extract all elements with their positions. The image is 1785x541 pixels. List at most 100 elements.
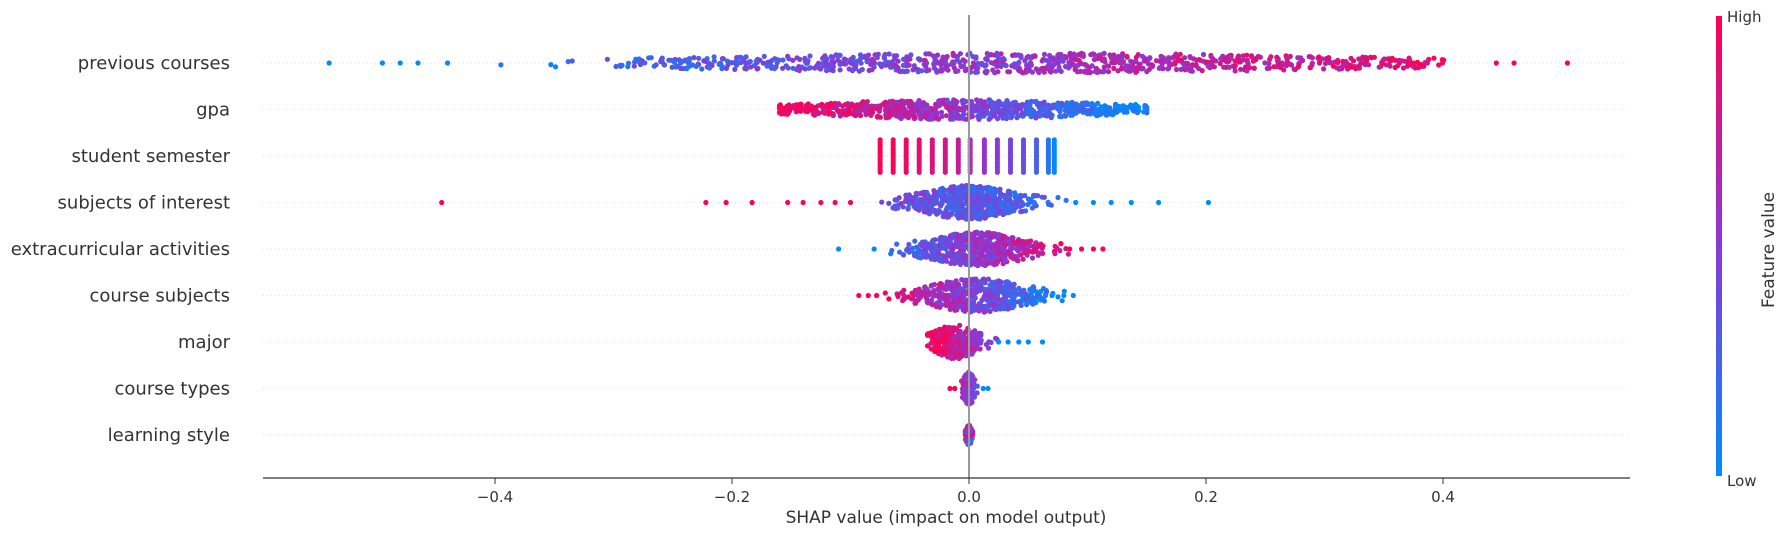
- shap-point: [733, 58, 739, 64]
- shap-point: [998, 111, 1005, 117]
- shap-point: [832, 199, 838, 206]
- shap-point: [830, 112, 836, 118]
- shap-point: [1238, 66, 1244, 72]
- shap-point: [928, 256, 934, 262]
- shap-point: [1118, 66, 1125, 72]
- shap-point: [1031, 192, 1037, 198]
- shap-point: [888, 251, 894, 257]
- shap-point: [940, 54, 946, 60]
- shap-point: [898, 290, 905, 296]
- shap-point: [877, 103, 883, 109]
- feature-label: major: [178, 332, 231, 353]
- colorbar-high-label: High: [1727, 8, 1761, 26]
- shap-point: [1005, 339, 1011, 345]
- shap-point: [1264, 65, 1270, 71]
- shap-point: [1291, 66, 1297, 72]
- shap-point: [498, 62, 504, 68]
- shap-point: [439, 199, 445, 206]
- shap-point: [909, 245, 916, 251]
- shap-point: [836, 246, 842, 252]
- shap-point: [825, 61, 831, 67]
- shap-point: [1121, 109, 1127, 115]
- shap-point: [625, 60, 632, 66]
- shap-point: [962, 188, 968, 194]
- shap-point: [1369, 55, 1375, 61]
- shap-point: [959, 64, 965, 70]
- shap-point: [1386, 62, 1392, 68]
- shap-point: [1422, 60, 1428, 66]
- shap-point: [1022, 192, 1028, 199]
- shap-point: [565, 59, 571, 65]
- shap-point: [1090, 199, 1096, 206]
- shap-point: [814, 63, 820, 69]
- shap-point: [862, 54, 868, 61]
- shap-point: [973, 259, 979, 265]
- shap-point: [901, 111, 907, 118]
- shap-point: [1156, 65, 1162, 71]
- shap-point: [1186, 64, 1192, 70]
- shap-point: [1016, 339, 1022, 345]
- shap-point: [954, 283, 960, 289]
- shap-point: [706, 65, 713, 71]
- shap-point: [1051, 61, 1057, 68]
- shap-point: [1061, 288, 1067, 294]
- shap-point: [975, 307, 981, 313]
- shap-point: [883, 112, 889, 118]
- shap-point: [895, 292, 901, 299]
- x-tick-label: 0.4: [1431, 488, 1455, 506]
- shap-point: [936, 242, 942, 248]
- shap-point: [930, 331, 936, 337]
- shap-point: [1063, 197, 1069, 203]
- shap-point: [934, 69, 940, 75]
- shap-point: [1094, 107, 1100, 113]
- shap-point: [985, 53, 991, 59]
- shap-point: [1074, 69, 1081, 75]
- shap-point: [1042, 293, 1048, 299]
- shap-point: [732, 66, 738, 72]
- shap-point: [946, 192, 953, 198]
- shap-point: [1295, 55, 1301, 61]
- shap-point: [987, 282, 993, 288]
- shap-point: [970, 303, 977, 309]
- shap-point: [1200, 51, 1207, 58]
- shap-point: [858, 60, 864, 66]
- shap-point: [836, 52, 842, 59]
- shap-point: [723, 65, 730, 71]
- feature-row: [877, 137, 1057, 175]
- shap-point: [1013, 193, 1019, 199]
- shap-point: [953, 287, 959, 294]
- shap-point: [962, 232, 968, 239]
- shap-point: [969, 376, 975, 382]
- shap-point: [882, 51, 888, 58]
- shap-point: [1056, 64, 1062, 70]
- shap-point: [929, 302, 936, 308]
- shap-point: [1006, 305, 1012, 311]
- shap-point: [1128, 199, 1134, 206]
- shap-point: [1067, 101, 1073, 107]
- shap-point: [975, 282, 981, 289]
- shap-point: [930, 194, 936, 200]
- shap-point: [915, 56, 922, 62]
- shap-point: [936, 251, 942, 257]
- shap-point: [1027, 243, 1033, 249]
- shap-point: [806, 65, 812, 71]
- shap-point: [1511, 60, 1517, 66]
- shap-point: [1139, 53, 1145, 59]
- shap-point: [1336, 66, 1342, 72]
- shap-point: [1193, 62, 1199, 68]
- shap-point: [998, 62, 1004, 68]
- shap-point: [953, 193, 959, 199]
- shap-point: [1001, 101, 1007, 107]
- shap-point: [548, 62, 554, 68]
- shap-point: [972, 230, 978, 236]
- shap-point: [1056, 106, 1062, 112]
- shap-point: [1082, 61, 1088, 68]
- shap-point: [1095, 100, 1101, 106]
- shap-point: [988, 185, 994, 191]
- shap-point: [1062, 63, 1069, 70]
- shap-point: [785, 106, 791, 112]
- shap-point: [857, 52, 864, 58]
- shap-point: [971, 194, 977, 200]
- shap-point: [996, 250, 1002, 256]
- shap-point: [918, 116, 924, 122]
